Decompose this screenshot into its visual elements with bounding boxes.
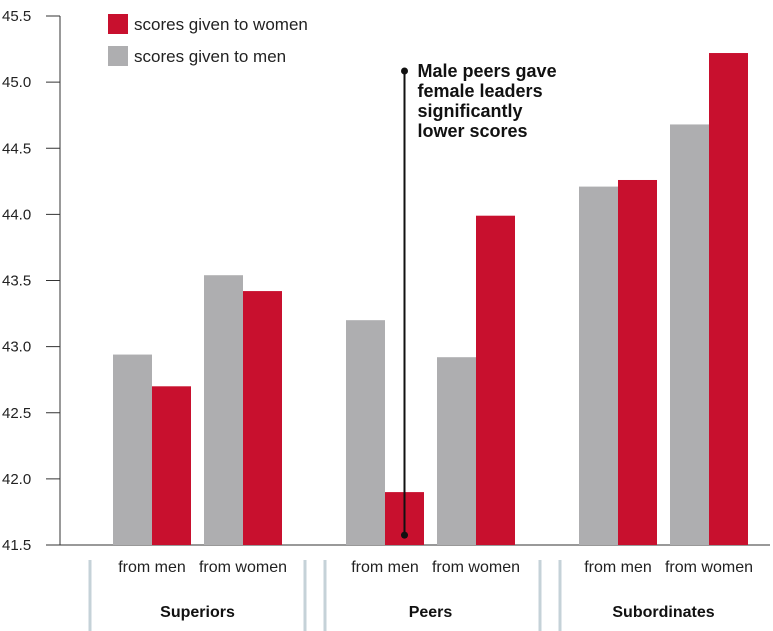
group-label: Peers — [409, 604, 453, 621]
bar-men — [579, 186, 618, 546]
legend-swatch — [108, 46, 128, 66]
group-label: Superiors — [160, 604, 235, 621]
category-label: from women — [199, 559, 287, 576]
y-tick-label: 42.5 — [2, 405, 31, 422]
y-tick-label: 44.5 — [2, 140, 31, 157]
y-tick-label: 45.0 — [2, 74, 31, 91]
y-tick-label: 45.5 — [2, 8, 31, 25]
category-label: from women — [432, 559, 520, 576]
category-label: from men — [118, 559, 186, 576]
annotation-text-line: significantly — [418, 101, 523, 121]
legend: scores given to women scores given to men — [108, 14, 308, 66]
category-label: from men — [584, 559, 652, 576]
bar-men — [437, 357, 476, 545]
bar-women — [476, 215, 515, 545]
annotation-dot-bottom — [401, 531, 408, 539]
bars — [113, 53, 748, 546]
annotation-text-line: Male peers gave — [418, 61, 557, 81]
annotation-text-line: female leaders — [418, 81, 543, 101]
legend-swatch — [108, 14, 128, 34]
bar-men — [113, 354, 152, 545]
category-labels: from men from women Superiors from men from … — [118, 559, 753, 621]
annotation-text-line: lower scores — [418, 121, 528, 141]
bar-women — [618, 179, 657, 546]
y-tick-label: 44.0 — [2, 206, 31, 223]
category-label: from men — [351, 559, 419, 576]
legend-label: scores given to women — [134, 15, 308, 34]
group-label: Subordinates — [612, 604, 714, 621]
bar-women — [152, 386, 191, 545]
y-tick-label: 41.5 — [2, 537, 31, 554]
legend-label: scores given to men — [134, 47, 286, 66]
y-tick-label: 43.0 — [2, 339, 31, 356]
group-separators — [88, 560, 562, 631]
category-label: from women — [665, 559, 753, 576]
y-tick-label: 43.5 — [2, 273, 31, 290]
bar-men — [204, 275, 243, 545]
bar-men — [670, 124, 709, 545]
y-tick-label: 42.0 — [2, 471, 31, 488]
bar-women — [243, 291, 282, 545]
bar-women — [709, 53, 748, 545]
bar-men — [346, 320, 385, 545]
annotation-dot-top — [401, 67, 408, 75]
